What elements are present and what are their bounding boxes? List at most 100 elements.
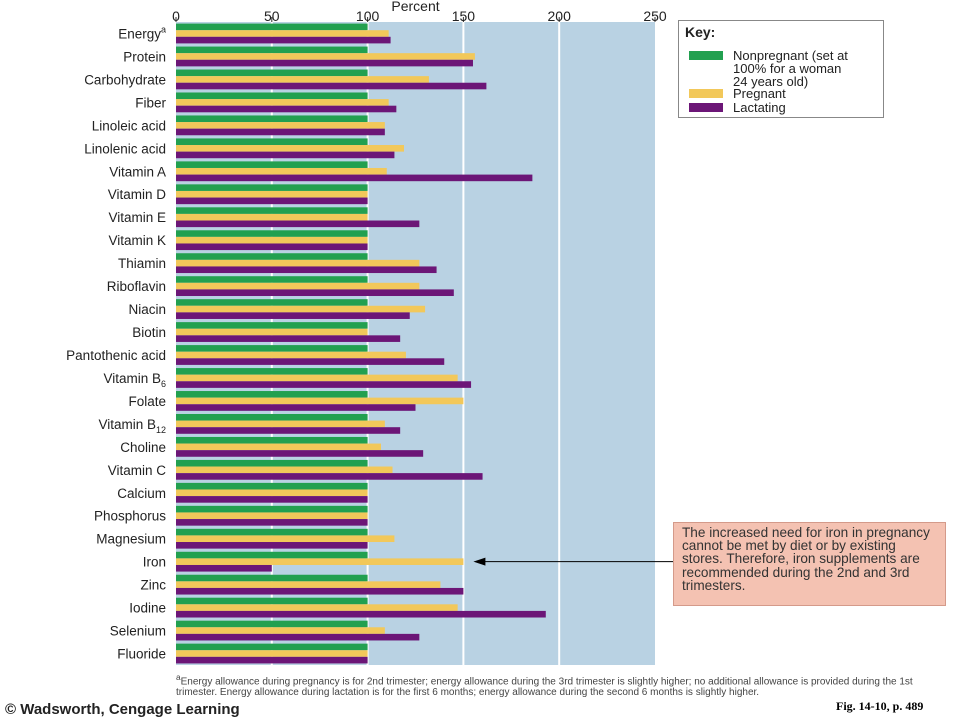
bar bbox=[176, 266, 437, 274]
bar bbox=[176, 558, 464, 565]
category-label: Carbohydrate bbox=[84, 72, 166, 87]
bar bbox=[176, 92, 368, 100]
bar bbox=[176, 145, 405, 152]
category-label-text: Phosphorus bbox=[94, 509, 166, 524]
legend-title: Key: bbox=[685, 24, 716, 40]
category-label-subscript: 12 bbox=[156, 425, 166, 435]
bar bbox=[176, 161, 368, 168]
category-label-text: Vitamin D bbox=[108, 187, 167, 202]
bar bbox=[176, 23, 368, 31]
category-label: Phosphorus bbox=[94, 509, 166, 524]
legend: Key: Nonpregnant (set at 100% for a woma… bbox=[678, 20, 884, 118]
bar bbox=[176, 184, 368, 191]
category-label-text: Linolenic acid bbox=[84, 141, 166, 156]
bar bbox=[176, 335, 401, 342]
bar bbox=[176, 305, 426, 313]
iron-callout: The increased need for iron in pregnancy… bbox=[673, 522, 946, 606]
x-axis-ticks: 0 50 100 150 200 250 bbox=[172, 8, 667, 24]
publisher-credit: © Wadsworth, Cengage Learning bbox=[5, 701, 240, 718]
category-label: Riboflavin bbox=[107, 279, 166, 294]
category-label: Fluoride bbox=[117, 647, 166, 662]
bar bbox=[176, 650, 368, 657]
bar bbox=[176, 59, 473, 67]
category-label: Energya bbox=[118, 24, 166, 41]
bar bbox=[176, 581, 441, 588]
bar bbox=[176, 30, 389, 37]
category-label: Linolenic acid bbox=[84, 141, 166, 156]
bar bbox=[176, 450, 424, 457]
category-label: Magnesium bbox=[96, 532, 166, 547]
legend-label-nonpregnant: Nonpregnant (set at 100% for a woman 24 … bbox=[733, 48, 848, 89]
category-label-text: Zinc bbox=[140, 578, 166, 593]
bar bbox=[176, 574, 368, 582]
bar bbox=[176, 282, 420, 290]
category-label-text: Magnesium bbox=[96, 532, 166, 547]
bar bbox=[176, 220, 420, 228]
category-labels: Energya Protein Carbohydrate Fiber Linoleic … bbox=[66, 24, 166, 661]
bar bbox=[176, 197, 368, 205]
bar bbox=[176, 328, 368, 336]
bar bbox=[176, 299, 368, 306]
bar bbox=[176, 466, 393, 474]
category-label-text: Folate bbox=[128, 394, 166, 409]
bar bbox=[176, 420, 385, 428]
category-label-text: Pantothenic acid bbox=[66, 348, 166, 363]
bar bbox=[176, 443, 382, 451]
bar bbox=[176, 610, 546, 618]
category-label: Pantothenic acid bbox=[66, 348, 166, 363]
category-label-text: Riboflavin bbox=[107, 279, 166, 294]
category-label: Biotin bbox=[132, 325, 166, 340]
bar bbox=[176, 259, 420, 267]
category-label: Vitamin B12 bbox=[98, 417, 166, 435]
bar bbox=[176, 587, 464, 595]
bar bbox=[176, 597, 368, 605]
legend-swatch-nonpregnant bbox=[689, 51, 723, 60]
bar bbox=[176, 82, 487, 90]
bar bbox=[176, 643, 368, 651]
category-label-text: Carbohydrate bbox=[84, 72, 166, 87]
x-tick-label: 100 bbox=[356, 8, 380, 24]
category-label-text: Vitamin C bbox=[108, 463, 167, 478]
bar bbox=[176, 368, 368, 375]
bar bbox=[176, 128, 385, 136]
bar bbox=[176, 627, 385, 634]
bar bbox=[176, 604, 458, 611]
category-label: Choline bbox=[120, 440, 166, 455]
bar bbox=[176, 564, 272, 572]
legend-swatch-lactating bbox=[689, 103, 723, 112]
category-label: Fiber bbox=[135, 95, 166, 110]
bar bbox=[176, 656, 368, 664]
bar bbox=[176, 105, 397, 113]
category-label: Zinc bbox=[140, 578, 166, 593]
bar bbox=[176, 358, 445, 365]
category-label-text: Calcium bbox=[117, 486, 166, 501]
category-label: Linoleic acid bbox=[92, 118, 166, 133]
category-label-text: Vitamin B bbox=[98, 417, 156, 432]
x-tick-label: 150 bbox=[452, 8, 476, 24]
bar bbox=[176, 322, 368, 329]
bar bbox=[176, 46, 368, 54]
category-label-text: Choline bbox=[120, 440, 166, 455]
category-label: Vitamin K bbox=[108, 233, 166, 248]
category-label: Vitamin E bbox=[108, 210, 166, 225]
category-label-text: Linoleic acid bbox=[92, 118, 166, 133]
category-label: Vitamin C bbox=[108, 463, 167, 478]
category-label-text: Iodine bbox=[129, 601, 166, 616]
bar bbox=[176, 542, 368, 549]
bar bbox=[176, 190, 368, 198]
bar bbox=[176, 413, 368, 421]
bar bbox=[176, 76, 429, 83]
figure-reference: Fig. 14-10, p. 489 bbox=[836, 699, 924, 713]
bar bbox=[176, 36, 391, 44]
bar bbox=[176, 345, 368, 352]
bar bbox=[176, 230, 368, 237]
bar bbox=[176, 99, 389, 106]
bar bbox=[176, 69, 368, 77]
bar bbox=[176, 427, 401, 434]
category-label: Vitamin D bbox=[108, 187, 167, 202]
bar bbox=[176, 512, 368, 520]
bar bbox=[176, 253, 368, 260]
x-tick-label: 50 bbox=[264, 8, 280, 24]
bar bbox=[176, 53, 475, 60]
bar bbox=[176, 528, 368, 536]
